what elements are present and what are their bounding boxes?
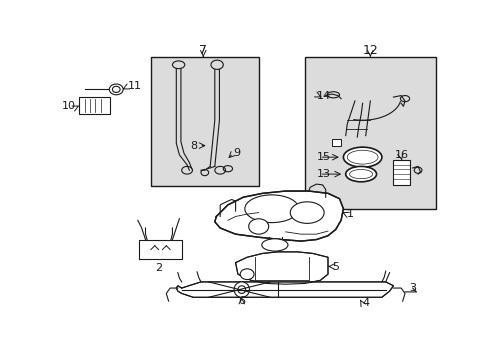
Text: 12: 12 [362,44,377,57]
Ellipse shape [343,147,381,167]
Bar [305,57,435,209]
Ellipse shape [240,269,254,280]
Text: 9: 9 [233,148,240,158]
Ellipse shape [261,239,287,251]
Text: 10: 10 [62,101,76,111]
Text: 13: 13 [316,169,330,179]
Polygon shape [214,191,343,241]
Text: 6: 6 [238,296,245,306]
Text: 8: 8 [190,141,198,150]
Polygon shape [235,252,327,284]
Bar [151,57,258,186]
Ellipse shape [349,170,372,179]
Ellipse shape [172,61,184,69]
Text: 11: 11 [127,81,142,91]
Polygon shape [176,282,393,297]
Text: 14: 14 [316,91,330,100]
Text: 7: 7 [199,44,207,57]
Ellipse shape [210,60,223,69]
Ellipse shape [248,219,268,234]
Ellipse shape [234,282,249,297]
Text: 4: 4 [362,298,369,309]
Text: 16: 16 [394,150,408,160]
Ellipse shape [109,84,123,95]
Bar [393,160,409,185]
Ellipse shape [345,166,376,182]
Ellipse shape [346,150,377,164]
Text: 15: 15 [316,152,330,162]
Bar [79,97,110,114]
Ellipse shape [112,86,120,93]
Bar [331,139,341,145]
Text: 3: 3 [408,283,415,293]
Text: 1: 1 [346,209,353,219]
Text: 2: 2 [155,263,162,273]
Ellipse shape [290,202,324,223]
Ellipse shape [238,286,245,293]
Text: 5: 5 [331,261,338,271]
Ellipse shape [244,195,298,222]
